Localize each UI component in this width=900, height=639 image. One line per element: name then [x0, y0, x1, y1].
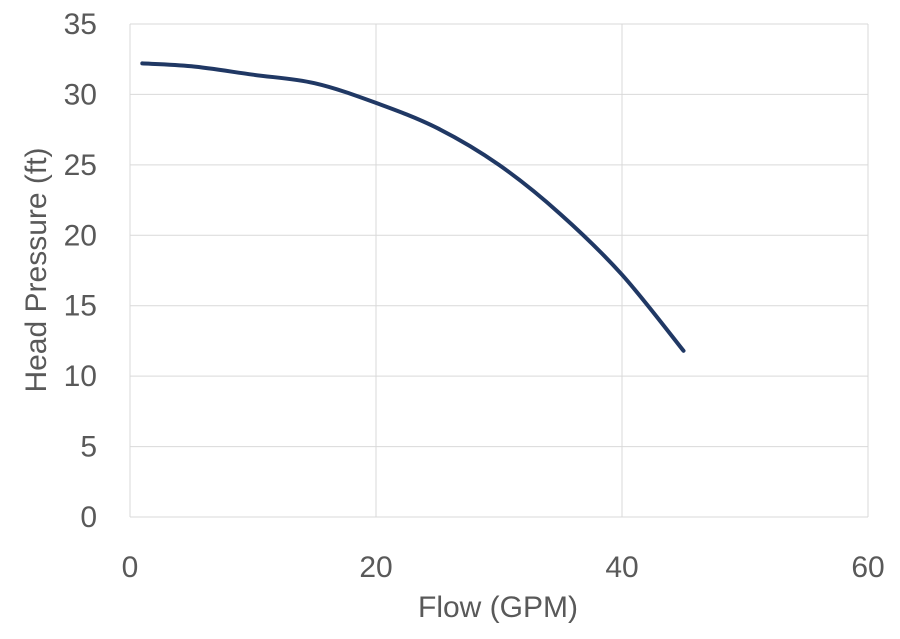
y-tick-label: 20 [64, 219, 97, 252]
x-tick-label: 40 [605, 551, 638, 584]
y-tick-label: 30 [64, 78, 97, 111]
series-line [140, 61, 686, 353]
x-tick-label: 20 [359, 551, 392, 584]
series-layer [140, 61, 686, 353]
y-tick-labels: 0 5 10 15 20 25 30 35 [64, 8, 97, 534]
grid-lines [130, 23, 869, 517]
x-axis-title: Flow (GPM) [418, 591, 578, 624]
y-tick-label: 35 [64, 8, 97, 41]
y-tick-label: 5 [80, 431, 97, 464]
y-tick-label: 15 [64, 290, 97, 323]
x-tick-label: 60 [851, 551, 884, 584]
y-tick-label: 0 [80, 501, 97, 534]
x-tick-labels: 0 20 40 60 [122, 551, 885, 584]
y-tick-label: 10 [64, 360, 97, 393]
y-axis-title: Head Pressure (ft) [20, 147, 53, 392]
y-tick-label: 25 [64, 149, 97, 182]
axes [129, 24, 868, 518]
x-tick-label: 0 [122, 551, 139, 584]
